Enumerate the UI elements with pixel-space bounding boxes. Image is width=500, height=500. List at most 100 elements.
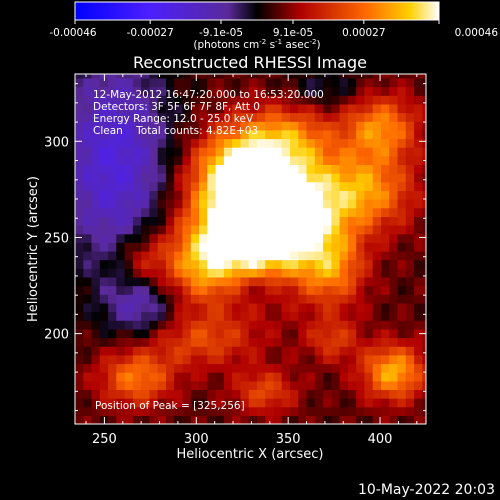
heatmap-cell — [256, 86, 266, 96]
heatmap-cell — [166, 112, 175, 122]
heatmap-cell — [265, 225, 275, 235]
colorbar-tick-label: 0.00046 — [455, 27, 499, 39]
heatmap-cell — [405, 129, 415, 140]
heatmap-cell — [256, 354, 266, 365]
heatmap-cell — [364, 250, 374, 261]
heatmap-cell — [273, 389, 283, 399]
heatmap-cell — [75, 207, 84, 217]
heatmap-cell — [372, 328, 382, 339]
heatmap-cell — [273, 311, 283, 321]
y-tick-label: 300 — [44, 135, 69, 150]
heatmap-cell — [232, 346, 241, 356]
heatmap-cell — [314, 199, 324, 209]
heatmap-cell — [405, 181, 415, 191]
heatmap-cell — [190, 103, 200, 114]
heatmap-cell — [422, 147, 426, 157]
heatmap-cell — [132, 86, 142, 96]
heatmap-cell — [256, 276, 266, 287]
heatmap-cell — [199, 285, 208, 295]
heatmap-cell — [256, 95, 266, 105]
heatmap-cell — [75, 225, 84, 235]
heatmap-cell — [91, 181, 101, 191]
heatmap-cell — [141, 74, 151, 79]
heatmap-cell — [356, 207, 366, 217]
heatmap-cell — [323, 354, 332, 365]
heatmap-cell — [356, 181, 366, 191]
heatmap-cell — [314, 363, 324, 373]
heatmap-cell — [347, 406, 357, 416]
heatmap-cell — [75, 259, 84, 269]
heatmap-cell — [281, 103, 291, 114]
heatmap-cell — [405, 276, 415, 287]
heatmap-cell — [166, 181, 175, 191]
heatmap-cell — [215, 363, 225, 373]
heatmap-cell — [149, 346, 159, 356]
heatmap-cell — [323, 181, 332, 191]
heatmap-cell — [149, 147, 159, 157]
heatmap-cell — [141, 259, 151, 269]
heatmap-cell — [347, 380, 357, 390]
heatmap-cell — [182, 346, 192, 356]
heatmap-cell — [108, 250, 117, 261]
heatmap-cell — [124, 199, 134, 209]
heatmap-cell — [405, 415, 415, 424]
heatmap-cell — [323, 380, 332, 390]
heatmap-cell — [306, 250, 316, 261]
heatmap-cell — [281, 181, 291, 191]
heatmap-cell — [108, 181, 117, 191]
heatmap-cell — [248, 86, 258, 96]
heatmap-cell — [422, 337, 426, 347]
heatmap-cell — [389, 346, 399, 356]
heatmap-cell — [199, 415, 208, 424]
heatmap-cell — [256, 250, 266, 261]
heatmap-cell — [166, 121, 175, 131]
heatmap-cell — [298, 294, 308, 304]
heatmap-cell — [405, 74, 415, 79]
heatmap-cell — [141, 363, 151, 373]
heatmap-cell — [99, 86, 109, 96]
heatmap-cell — [240, 86, 250, 96]
heatmap-cell — [347, 398, 357, 408]
heatmap-cell — [207, 112, 217, 122]
heatmap-cell — [323, 155, 332, 165]
heatmap-cell — [339, 294, 349, 304]
heatmap-cell — [166, 207, 175, 217]
heatmap-cell — [75, 337, 84, 347]
heatmap-cell — [240, 190, 250, 200]
heatmap-cell — [190, 337, 200, 347]
heatmap-cell — [91, 372, 101, 382]
heatmap-cell — [75, 181, 84, 191]
heatmap-cell — [273, 129, 283, 140]
heatmap-cell — [232, 155, 241, 165]
heatmap-cell — [422, 103, 426, 114]
heatmap-cell — [83, 164, 93, 174]
heatmap-cell — [381, 250, 390, 261]
heatmap-cell — [331, 95, 341, 105]
heatmap-cell — [339, 337, 349, 347]
heatmap-cell — [298, 138, 308, 148]
heatmap-cell — [248, 268, 258, 278]
heatmap-cell — [223, 121, 233, 131]
heatmap-cell — [331, 138, 341, 148]
heatmap-cell — [99, 155, 109, 165]
heatmap-cell — [132, 372, 142, 382]
heatmap-cell — [389, 77, 399, 88]
heatmap-cell — [290, 389, 299, 399]
heatmap-cell — [223, 181, 233, 191]
heatmap-cell — [397, 302, 407, 313]
heatmap-cell — [174, 372, 184, 382]
heatmap-cell — [422, 138, 426, 148]
heatmap-cell — [372, 225, 382, 235]
heatmap-cell — [190, 216, 200, 226]
heatmap-cell — [248, 302, 258, 313]
heatmap-cell — [323, 190, 332, 200]
heatmap-cell — [347, 354, 357, 365]
heatmap-cell — [290, 311, 299, 321]
heatmap-cell — [405, 155, 415, 165]
heatmap-cell — [372, 164, 382, 174]
heatmap-cell — [240, 207, 250, 217]
heatmap-cell — [281, 242, 291, 252]
heatmap-cell — [157, 155, 167, 165]
heatmap-cell — [314, 406, 324, 416]
heatmap-cell — [232, 190, 241, 200]
